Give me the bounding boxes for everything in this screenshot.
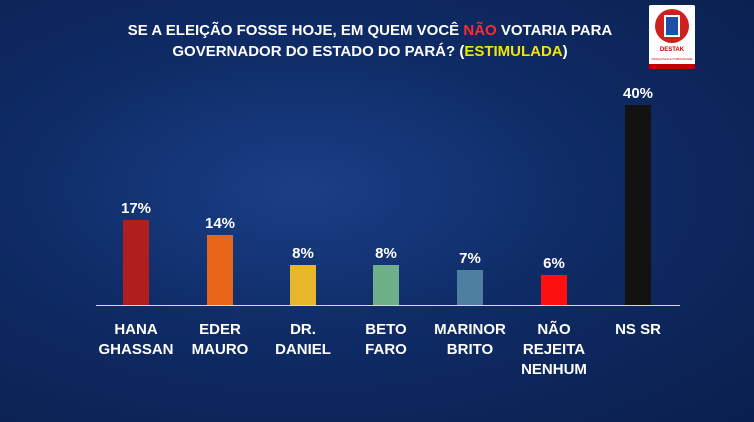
- logo-bar: [649, 64, 695, 69]
- bar: [457, 270, 483, 305]
- logo-emblem-icon: [655, 9, 689, 43]
- chart-title: SE A ELEIÇÃO FOSSE HOJE, EM QUEM VOCÊ NÃ…: [90, 20, 650, 62]
- title-text-c: GOVERNADOR DO ESTADO DO PARÁ? (: [172, 43, 465, 60]
- category-label-line: EDER: [199, 321, 241, 338]
- bar-value-label: 6%: [543, 255, 565, 272]
- category-label-line: GHASSAN: [98, 341, 174, 358]
- bar-value-label: 17%: [121, 200, 151, 217]
- category-label: HANA GHASSAN: [86, 320, 186, 360]
- bar: [290, 265, 316, 305]
- logo-subtitle: PESQUISAS E PUBLICIDADE: [651, 57, 693, 61]
- category-label-line: BRITO: [446, 341, 494, 358]
- chart-title-line-2: GOVERNADOR DO ESTADO DO PARÁ? (ESTIMULAD…: [90, 41, 650, 62]
- title-text-b: VOTARIA PARA: [496, 22, 613, 39]
- category-label: EDER MAURO: [170, 320, 270, 360]
- bar: [207, 235, 233, 305]
- chart-title-line-1: SE A ELEIÇÃO FOSSE HOJE, EM QUEM VOCÊ NÃ…: [90, 20, 650, 41]
- category-label-line: BETO: [365, 321, 407, 338]
- bar-value-label: 8%: [375, 245, 397, 262]
- title-text-d: ): [562, 43, 568, 60]
- category-label-line: NENHUM: [521, 361, 587, 378]
- bar: [625, 105, 651, 305]
- category-label-line: MARINOR: [434, 321, 506, 338]
- category-label: NS SR: [588, 320, 688, 340]
- category-label-line: MAURO: [191, 341, 249, 358]
- title-highlight-estimulada: ESTIMULADA: [464, 43, 563, 60]
- category-label: NÃO REJEITA NENHUM: [504, 320, 604, 380]
- bar: [123, 220, 149, 305]
- bar-value-label: 40%: [623, 85, 653, 102]
- bar: [541, 275, 567, 305]
- category-label-line: HANA: [114, 321, 158, 338]
- category-label-line: NÃO: [537, 321, 571, 338]
- category-label-line: NS SR: [615, 321, 661, 338]
- category-label-line: DANIEL: [275, 341, 331, 358]
- logo-name: DESTAK: [659, 47, 685, 53]
- bar-value-label: 8%: [292, 245, 314, 262]
- title-highlight-nao: NÃO: [463, 22, 497, 39]
- bar-value-label: 14%: [205, 215, 235, 232]
- category-label: MARINOR BRITO: [420, 320, 520, 360]
- category-label: BETO FARO: [336, 320, 436, 360]
- category-label-line: FARO: [365, 341, 407, 358]
- bar: [373, 265, 399, 305]
- category-label: DR. DANIEL: [253, 320, 353, 360]
- category-label-line: DR.: [290, 321, 316, 338]
- destak-logo: DESTAK PESQUISAS E PUBLICIDADE: [649, 5, 695, 69]
- title-text-a: SE A ELEIÇÃO FOSSE HOJE, EM QUEM VOCÊ: [127, 22, 464, 39]
- bar-value-label: 7%: [459, 250, 481, 267]
- category-label-line: REJEITA: [522, 341, 586, 358]
